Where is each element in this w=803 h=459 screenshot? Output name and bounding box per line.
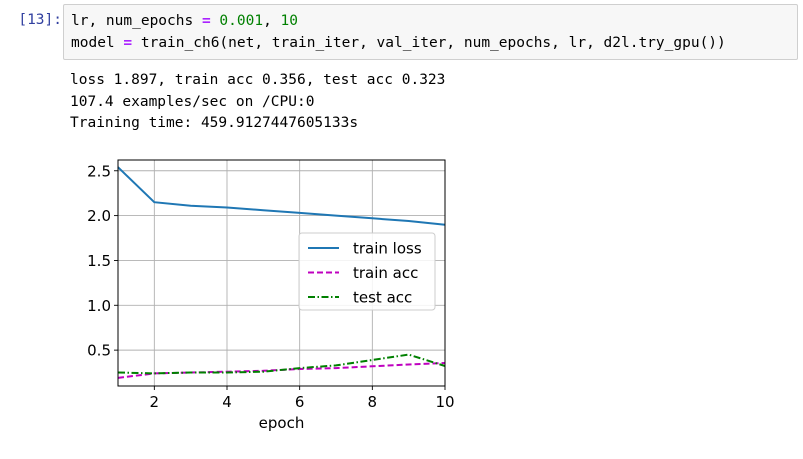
code-lhs: model xyxy=(71,35,115,51)
code-block[interactable]: lr, num_epochs = 0.001, 10 model = train… xyxy=(71,10,726,54)
x-tick-label: 10 xyxy=(435,393,454,411)
output-line: 107.4 examples/sec on /CPU:0 xyxy=(70,93,315,110)
code-separator: , xyxy=(263,13,272,29)
legend-box xyxy=(298,232,436,311)
cell-output-text: loss 1.897, train acc 0.356, test acc 0.… xyxy=(70,70,445,135)
legend-label: test acc xyxy=(353,289,412,307)
code-number: 0.001 xyxy=(219,13,264,29)
axes-frame xyxy=(117,159,446,387)
code-input-area[interactable]: lr, num_epochs = 0.001, 10 model = train… xyxy=(63,4,798,60)
x-tick-label: 8 xyxy=(368,393,378,411)
code-vars: lr, num_epochs xyxy=(71,13,194,29)
code-operator: = xyxy=(201,13,211,29)
output-line: loss 1.897, train acc 0.356, test acc 0.… xyxy=(70,72,446,88)
output-line: Training time: 459.9127447605133s xyxy=(70,115,359,131)
y-tick-label: 2.5 xyxy=(87,162,111,180)
y-tick-label: 1.0 xyxy=(87,297,111,315)
training-plot: 2 4 6 8 10 0.5 1.0 1.5 2.0 2.5 epoch train loss trai… xyxy=(87,159,455,432)
x-tick-label: 6 xyxy=(295,393,305,411)
legend-label: train loss xyxy=(353,240,422,258)
cell-prompt: [13]: xyxy=(18,12,62,28)
series-line-train-loss xyxy=(117,166,446,226)
code-number: 10 xyxy=(280,13,299,29)
series-line-test-acc xyxy=(117,353,446,375)
y-tick-label: 0.5 xyxy=(87,342,111,360)
code-operator: = xyxy=(123,35,133,51)
code-line-1: lr, num_epochs = 0.001, 10 xyxy=(71,13,298,29)
x-tick-label: 2 xyxy=(150,393,160,411)
code-rhs: train_ch6(net, train_iter, val_iter, num… xyxy=(140,35,726,51)
code-line-2: model = train_ch6(net, train_iter, val_i… xyxy=(71,35,726,51)
x-axis-label: epoch xyxy=(259,414,305,432)
legend-label: train acc xyxy=(353,264,418,282)
y-tick-label: 2.0 xyxy=(87,207,111,225)
x-tick-label: 4 xyxy=(222,393,232,411)
y-tick-label: 1.5 xyxy=(87,252,111,270)
